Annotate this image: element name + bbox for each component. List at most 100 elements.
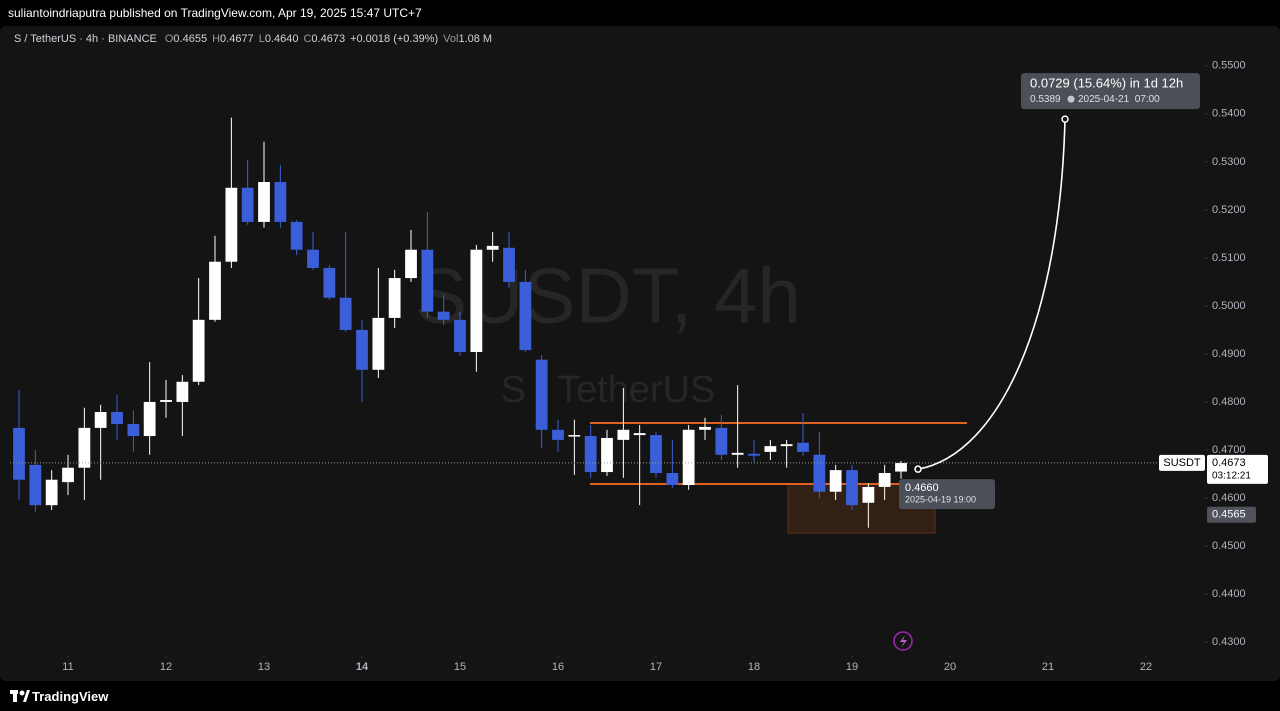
y-tick-label: 0.5500 (1212, 60, 1246, 72)
x-tick-label: 15 (454, 661, 466, 673)
last-price-label: 0.4673 (1212, 457, 1246, 469)
chart: SUSDT, 4h S / TetherUS 0.43000.44000.450… (0, 26, 1280, 681)
candle-body (503, 247, 515, 282)
candle-body (535, 359, 548, 430)
candle-body (454, 319, 466, 353)
candle-body (372, 317, 385, 370)
candle-body (584, 436, 597, 473)
candle-body (797, 442, 809, 452)
legend-value: 0.4677 (220, 33, 254, 45)
symbol-label: SUSDT (1163, 457, 1201, 469)
candle-body (176, 381, 189, 402)
projection-tooltip (1021, 73, 1200, 110)
event-icon (893, 631, 913, 651)
legend-value: 0.4640 (264, 33, 299, 45)
candle-body (241, 187, 254, 222)
candle-body (192, 319, 205, 382)
crosshair-label: 0.4565 (1212, 509, 1246, 521)
candle-body (650, 435, 662, 474)
candle-body (895, 462, 907, 472)
publish-bar: suliantoindriaputra published on Trading… (0, 0, 1280, 26)
y-tick-label: 0.5100 (1212, 252, 1246, 264)
candle-body (486, 245, 499, 250)
candle-body (633, 433, 646, 436)
candle-body (780, 444, 793, 447)
publish-info: suliantoindriaputra published on Trading… (8, 6, 422, 20)
candle-body (307, 249, 319, 268)
x-tick-label: 12 (160, 661, 172, 673)
x-tick-label: 17 (650, 661, 662, 673)
legend-key: Vol (443, 33, 459, 45)
legend-key: O (164, 33, 174, 45)
symbol-label-bg (1159, 454, 1205, 471)
projection-start (914, 465, 922, 473)
x-tick-label: 21 (1042, 661, 1054, 673)
candle-body (209, 261, 221, 320)
candle-body (519, 281, 532, 351)
candle-body (813, 454, 826, 492)
candle-body (274, 182, 287, 222)
candle-body (862, 486, 875, 503)
candle-body (552, 429, 564, 440)
y-tick-label: 0.4600 (1212, 492, 1246, 504)
watermark-subtitle: S / TetherUS (501, 369, 716, 411)
x-tick-label: 20 (944, 661, 956, 673)
candle-body (323, 267, 336, 298)
event-bolt (900, 635, 907, 648)
projection-change: 0.0729 (15.64%) in 1d 12h (1030, 76, 1183, 91)
candle-body (748, 453, 760, 456)
start-tooltip (899, 479, 995, 510)
legend-value: 1.08 M (458, 33, 493, 45)
candle-body (356, 329, 368, 370)
x-tick-label: 14 (356, 661, 369, 673)
projection-target: 0.5389 (1030, 94, 1061, 105)
footer: TradingView (0, 681, 1280, 711)
x-tick-label: 11 (62, 661, 73, 673)
candle-body (143, 401, 156, 437)
x-tick-label: 13 (258, 661, 270, 673)
countdown: 03:12:21 (1212, 471, 1251, 482)
y-tick-label: 0.4900 (1212, 348, 1246, 360)
candle-body (878, 473, 891, 487)
candle-body (45, 479, 58, 506)
brand: TradingView (32, 689, 109, 704)
x-tick-label: 22 (1140, 661, 1152, 673)
y-tick-label: 0.4500 (1212, 540, 1246, 552)
candle-body (601, 437, 613, 473)
candle-body (715, 427, 728, 455)
candle-body (764, 446, 777, 452)
y-tick-label: 0.5200 (1212, 204, 1246, 216)
logo (10, 690, 30, 702)
candle-body (846, 470, 858, 506)
start-price: 0.4660 (905, 482, 939, 494)
candle-body (127, 424, 140, 437)
legend-value: 0.4673 (311, 33, 346, 45)
y-tick-label: 0.5000 (1212, 300, 1246, 312)
projection-end (1061, 115, 1069, 123)
plot (13, 117, 907, 528)
start-time: 2025-04-19 19:00 (905, 495, 976, 505)
clock-icon (1067, 95, 1075, 103)
candle-body (568, 435, 581, 437)
symbol: S / TetherUS · 4h · BINANCE (14, 33, 157, 45)
y-tick-label: 0.4300 (1212, 636, 1246, 648)
candle-body (94, 412, 107, 428)
candle-body (339, 297, 352, 330)
y-tick-label: 0.4800 (1212, 396, 1246, 408)
x-tick-label: 19 (846, 661, 858, 673)
candle-body (29, 464, 42, 506)
candle-body (682, 429, 695, 486)
y-tick-label: 0.5400 (1212, 108, 1246, 120)
legend-key: H (212, 33, 221, 45)
candle-body (699, 426, 711, 430)
y-tick-label: 0.4700 (1212, 444, 1246, 456)
candle-body (290, 221, 303, 250)
candle-body (111, 412, 123, 425)
projection-time: 2025-04-21 07:00 (1078, 94, 1160, 105)
candle-body (421, 249, 434, 312)
x-tick-label: 18 (748, 661, 760, 673)
x-tick-label: 16 (552, 661, 564, 673)
candle-body (13, 427, 25, 480)
y-tick-label: 0.4400 (1212, 588, 1246, 600)
